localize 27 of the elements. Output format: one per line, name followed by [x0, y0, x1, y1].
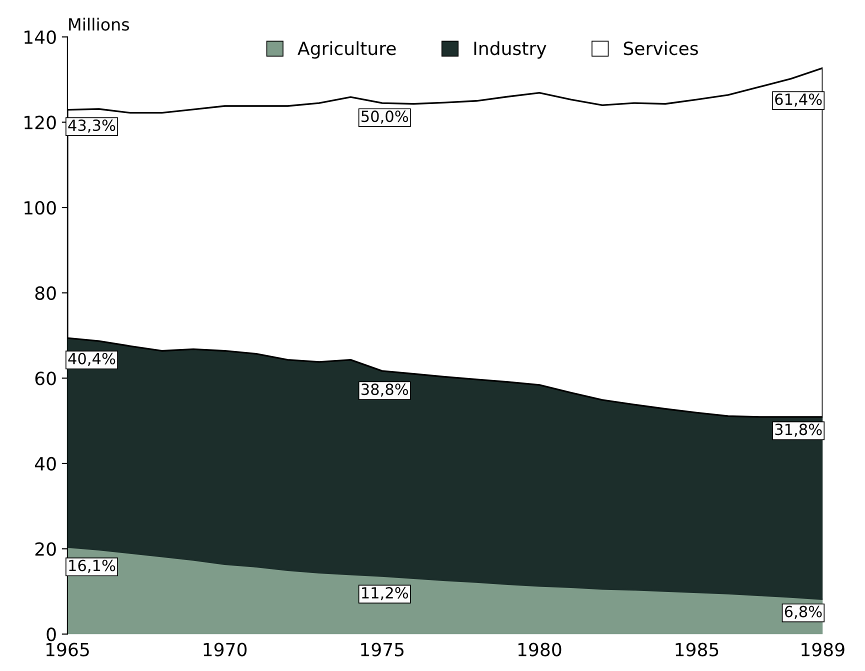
x-tick-label: 1970	[204, 642, 247, 656]
legend-label: Services	[624, 41, 698, 56]
y-tick-label: 120	[24, 116, 56, 130]
y-tick-label: 80	[35, 286, 56, 300]
annotation: 31,8%	[775, 424, 822, 437]
annotation: 50,0%	[362, 110, 408, 124]
y-tick-label: 0	[46, 628, 56, 642]
y-tick-label: 40	[34, 456, 56, 471]
annotation: 38,8%	[362, 384, 408, 397]
legend-label: Agriculture	[298, 41, 396, 59]
annotation: 61,4%	[775, 93, 822, 107]
x-tick-label: 1989	[802, 642, 844, 656]
x-tick-label: 1985	[676, 642, 718, 656]
y-tick-label: 20	[35, 542, 56, 556]
x-tick-label: 1975	[361, 642, 404, 656]
x-tick-label: 1965	[46, 642, 89, 656]
y-tick-label: 60	[35, 372, 56, 386]
annotation: 43,3%	[68, 120, 116, 133]
annotation: 16,1%	[69, 560, 116, 573]
x-tick-label: 1980	[518, 642, 562, 656]
y-axis-title: Millions	[69, 18, 129, 31]
annotation: 6,8%	[784, 606, 822, 619]
annotation: 40,4%	[68, 352, 116, 366]
y-tick-label: 100	[24, 200, 56, 215]
legend-label: Industry	[474, 41, 546, 59]
annotation: 11,2%	[362, 587, 408, 600]
y-tick-label: 140	[24, 30, 56, 44]
